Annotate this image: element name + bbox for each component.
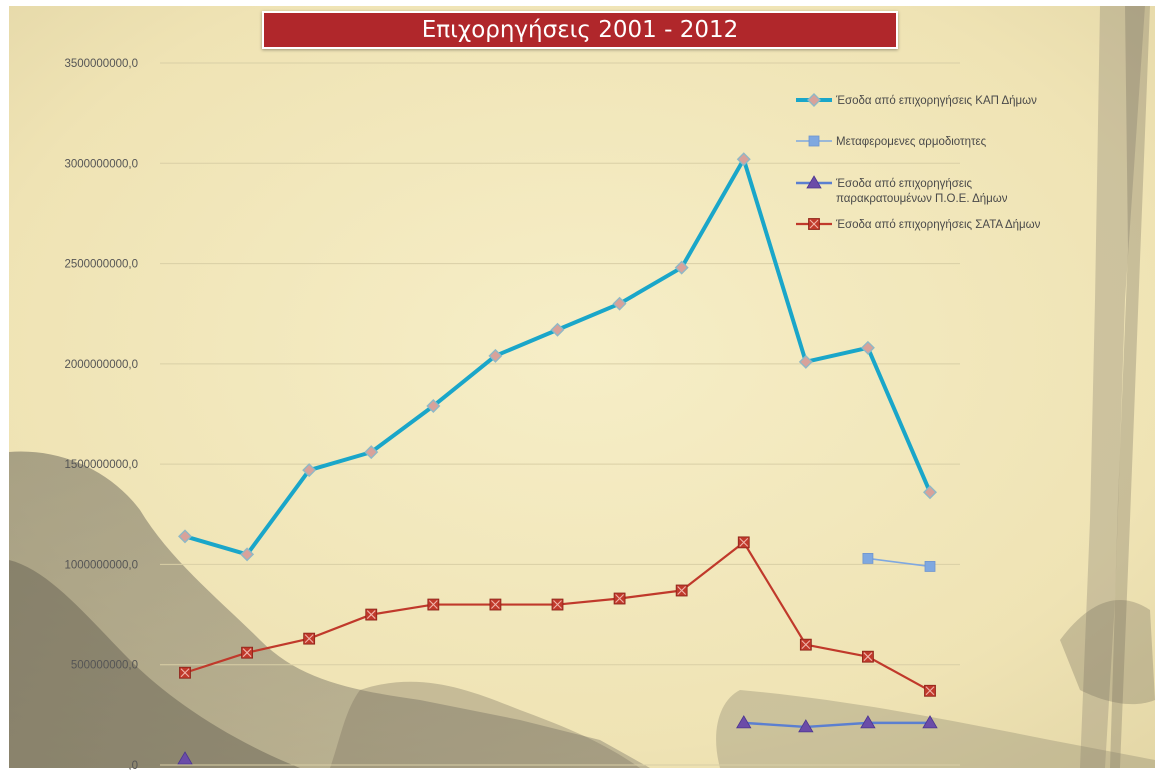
diamond-marker: [798, 354, 813, 369]
square-x-cross: [925, 686, 935, 696]
y-axis-tick-labels: ,0 500000000,0 1000000000,0 1500000000,0 200…: [64, 58, 138, 772]
diamond-marker: [612, 296, 627, 311]
square-x-cross: [242, 648, 252, 658]
diamond-marker: [488, 348, 503, 363]
square-marker: [808, 135, 820, 147]
y-tick-label: 3000000000,0: [64, 158, 138, 170]
diamond-marker: [736, 152, 751, 167]
legend-label: Έσοδα από επιχορηγήσεις ΚΑΠ Δήμων: [835, 95, 1037, 107]
square-x-cross: [801, 640, 811, 650]
legend-item-1: Έσοδα από επιχορηγήσεις ΚΑΠ Δήμων: [796, 93, 1037, 107]
gridlines: [160, 62, 960, 766]
ink-wash-bottom-right: [716, 690, 1155, 768]
ink-wash-bottom-center: [330, 681, 640, 768]
series-line: [867, 557, 931, 568]
legend-item-2: Μεταφερομενες αρμοδιοτητες: [796, 135, 987, 148]
legend-item-3: Έσοδα από επιχορηγήσεις παρακρατουμένων Π…: [796, 175, 1008, 205]
y-tick-label: 1000000000,0: [64, 559, 138, 571]
square-x-cross: [304, 634, 314, 644]
diamond-marker: [923, 485, 937, 500]
diamond-marker: [240, 547, 255, 562]
triangle-marker: [177, 751, 193, 765]
legend-label: Μεταφερομενες αρμοδιοτητες: [836, 136, 987, 148]
legend-item-4: Έσοδα από επιχορηγήσεις ΣΑΤΑ Δήμων: [796, 218, 1041, 231]
brush-stroke-right-dark: [1110, 6, 1150, 768]
square-x-cross: [366, 610, 376, 619]
diamond-marker: [807, 93, 821, 107]
square-marker: [924, 561, 936, 572]
square-x-cross: [863, 652, 873, 662]
ink-wash-bottom-left: [9, 560, 300, 768]
ink-blot-right: [1060, 600, 1155, 705]
diamond-marker: [426, 398, 441, 413]
diamond-marker: [178, 529, 192, 544]
square-x-cross: [615, 594, 624, 603]
diamond-marker: [550, 322, 565, 337]
diamond-marker: [364, 445, 379, 460]
series-1: [178, 152, 937, 562]
diamond-marker: [302, 463, 317, 478]
chart-title: Επιχορηγήσεις 2001 - 2012: [262, 11, 898, 49]
diamond-marker: [674, 260, 689, 275]
parchment-background: [9, 6, 1155, 768]
legend: Έσοδα από επιχορηγήσεις ΚΑΠ Δήμων Μεταφερ…: [796, 93, 1041, 231]
square-x-cross: [677, 586, 687, 595]
square-x-cross: [553, 600, 562, 609]
y-tick-label: 2500000000,0: [64, 259, 138, 271]
brush-stroke-right: [1080, 6, 1145, 768]
square-x-cross: [739, 537, 749, 547]
series-lines: [177, 152, 938, 765]
y-tick-label: 2000000000,0: [64, 359, 138, 371]
square-marker: [862, 553, 874, 564]
triangle-marker: [798, 719, 814, 733]
y-tick-label: 3500000000,0: [64, 58, 138, 70]
series-line: [743, 721, 930, 729]
y-tick-label: 1500000000,0: [64, 459, 138, 471]
square-x-cross: [180, 668, 190, 678]
series-4: [179, 536, 936, 697]
triangle-marker: [736, 715, 752, 729]
legend-label-line-2: παρακρατουμένων Π.Ο.Ε. Δήμων: [836, 193, 1008, 205]
square-x-cross: [491, 600, 500, 609]
legend-label: Έσοδα από επιχορηγήσεις ΣΑΤΑ Δήμων: [835, 219, 1041, 231]
triangle-marker: [922, 715, 938, 729]
diamond-marker: [860, 340, 875, 355]
legend-label: Έσοδα από επιχορηγήσεις: [835, 178, 973, 190]
square-x-cross: [809, 219, 819, 229]
triangle-marker: [806, 175, 822, 189]
ink-wash-left: [9, 451, 650, 768]
series-3: [177, 715, 938, 765]
series-2: [862, 553, 936, 572]
y-tick-label: ,0: [128, 760, 138, 770]
y-tick-label: 500000000,0: [71, 660, 138, 672]
triangle-marker: [860, 715, 876, 729]
square-x-cross: [428, 600, 438, 609]
